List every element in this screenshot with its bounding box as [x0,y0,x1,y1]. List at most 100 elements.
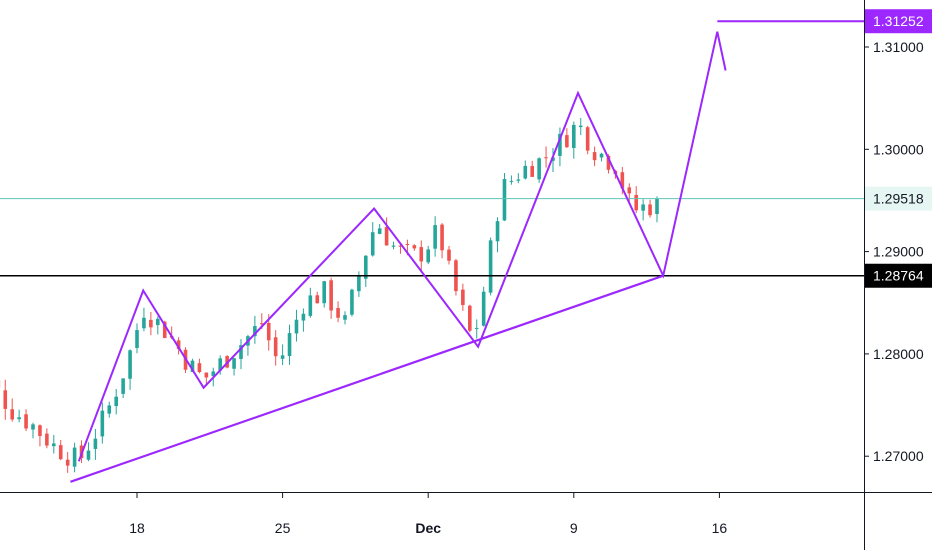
candle-body [86,450,91,460]
candle-body [17,417,21,420]
candle-body [364,255,368,279]
y-tick-label: 1.28000 [873,346,924,362]
candle-body [391,245,396,247]
candle-body [468,305,472,331]
candle-body [461,289,465,305]
candle-body [516,179,521,181]
candle-body [197,363,202,373]
candle-body [488,240,493,293]
candle-body [412,245,417,249]
x-tick-label: 16 [712,520,728,536]
candle [287,324,292,365]
pattern-drawing-layer [70,20,864,483]
candle-body [544,157,548,159]
candle-body [149,319,153,328]
candle-body [558,133,562,156]
candle [350,288,354,317]
candle-body [218,358,222,371]
candle [523,160,528,180]
candle-body [627,187,632,194]
candle [565,128,569,148]
candle-body [502,179,507,221]
candle-body [253,326,257,337]
candle-body [537,158,541,180]
candle [10,398,14,422]
candle [488,237,493,296]
y-tick-label: 1.30000 [873,141,924,157]
candle [433,216,437,257]
zigzag-pattern-line [77,31,727,462]
candle [93,428,98,460]
candle [412,244,417,251]
candle-body [10,409,14,420]
candle [280,344,285,366]
candle-body [357,275,361,292]
candle [530,160,534,177]
candle-body [156,318,160,326]
candle [558,127,562,167]
y-axis-ticks: 1.27000 1.28000 1.29000 1.30000 1.31000 [864,39,924,464]
candle-body [655,198,659,215]
x-axis-ticks: 18 25 Dec 9 16 [129,492,727,536]
target-price-tag-bg [865,9,932,34]
candle-body [599,153,604,158]
candle [655,196,659,223]
candle-body [260,323,264,325]
candle [474,319,479,339]
candle [58,440,63,461]
candle [197,358,202,374]
candle-body [45,433,49,446]
candle [100,402,105,444]
candle-body [287,333,292,357]
candle [537,157,541,183]
candle-body [578,125,583,128]
y-tick-label: 1.31000 [873,39,924,55]
candle [38,424,42,447]
candle-body [384,226,389,246]
candle-body [273,337,278,357]
candle-body [350,289,354,315]
candle-body [433,225,437,249]
candle [24,409,28,432]
candle-body [495,221,500,242]
candle-body [142,317,146,329]
candle-body [481,291,486,326]
candle [585,125,590,155]
candle-body [52,443,56,447]
candle-body [565,135,569,148]
x-tick-label: Dec [415,520,441,536]
candle-body [38,425,42,436]
candle [239,339,243,370]
candle [294,309,299,342]
candle-body [620,172,625,189]
candle-body [523,165,528,179]
candle-body [107,405,112,414]
candle-body [280,355,285,359]
candle [495,217,500,253]
candle-body [329,280,333,311]
candle-body [266,322,271,341]
horizontal-lines-layer [0,198,864,277]
support-price-tag: 1.28764 [865,263,932,288]
y-tick-label: 1.29000 [873,244,924,260]
y-tick-label: 1.27000 [873,448,924,464]
x-tick-label: 9 [570,520,578,536]
candle [142,307,146,332]
candle [128,349,132,390]
candle [336,301,340,323]
candle [17,409,21,423]
candle [641,199,645,221]
candle [253,315,257,344]
candle [45,428,49,449]
candle-body [114,396,118,407]
candle-body [336,308,340,318]
candle [572,121,576,159]
candle [315,291,320,304]
candle [599,152,604,162]
candle-body [377,228,382,234]
price-tags: 1.31252 1.29518 1.28764 [865,9,932,288]
candle [343,311,347,325]
